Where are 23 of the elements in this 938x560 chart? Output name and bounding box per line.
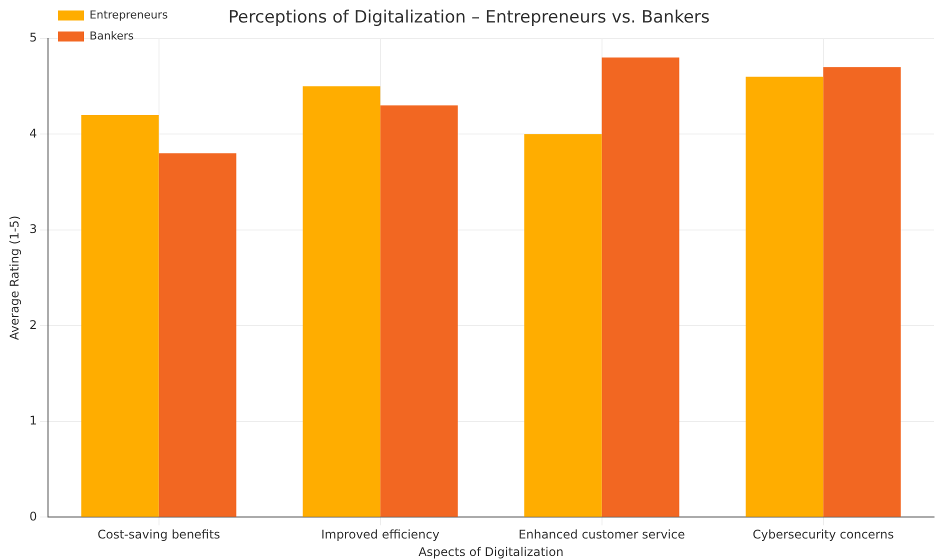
x-tick-label: Enhanced customer service [518,528,686,542]
y-axis-title: Average Rating (1-5) [7,216,22,340]
x-tick-label: Improved efficiency [321,528,440,542]
bar [602,58,680,517]
x-tick-label: Cybersecurity concerns [752,528,894,542]
bar [524,134,602,517]
y-tick-label: 2 [29,318,38,332]
bar [302,86,380,517]
bar [158,153,236,517]
y-tick-label: 4 [29,126,38,140]
legend-label: Entrepreneurs [90,8,168,22]
x-axis-title: Aspects of Digitalization [418,544,564,559]
y-tick-label: 3 [29,222,38,236]
x-tick-label: Cost-saving benefits [97,528,220,542]
y-tick-label: 5 [29,30,38,45]
y-tick-label: 0 [29,509,38,524]
bar [81,115,159,517]
bar [746,76,824,517]
y-tick-label: 1 [29,414,38,428]
chart-title: Perceptions of Digitalization – Entrepreneurs vs. Bankers [228,8,710,28]
bar [823,67,901,517]
legend-label: Bankers [90,29,134,42]
bar [380,105,458,517]
